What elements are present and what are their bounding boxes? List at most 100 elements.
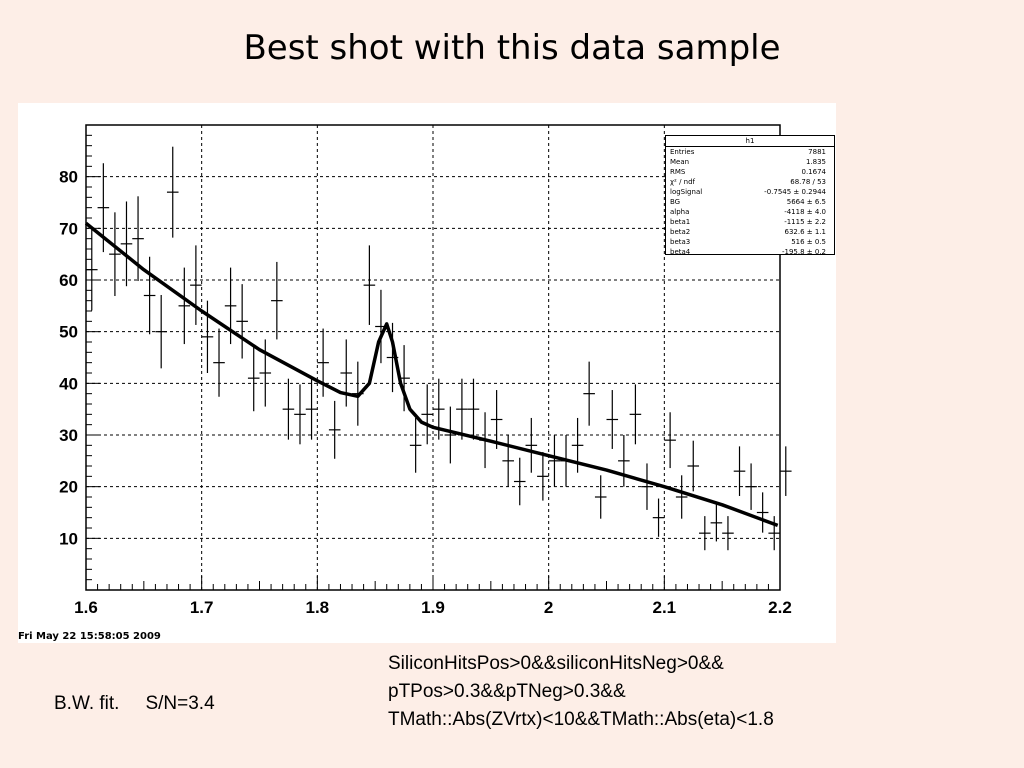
stats-row: logSignal -0.7545 ± 0.2944 bbox=[666, 187, 834, 197]
stats-row: alpha -4118 ± 4.0 bbox=[666, 207, 834, 217]
stats-rows: Entries 7881 Mean 1.835 RMS 0.1674 χ² / ndf 68.… bbox=[666, 147, 834, 257]
x-tick-label: 1.8 bbox=[306, 598, 330, 617]
data-point bbox=[722, 516, 734, 551]
slide-title: Best shot with this data sample bbox=[243, 28, 781, 68]
data-point bbox=[710, 504, 723, 542]
data-point bbox=[756, 492, 769, 533]
data-point bbox=[606, 390, 619, 449]
data-point bbox=[305, 378, 318, 440]
selection-cuts: SiliconHitsPos>0&&siliconHitsNeg>0&& pTP… bbox=[388, 650, 774, 734]
fit-info: B.W. fit. S/N=3.4 bbox=[54, 693, 241, 715]
y-tick-label: 30 bbox=[59, 426, 78, 445]
y-tick-label: 50 bbox=[59, 323, 78, 342]
data-point bbox=[247, 345, 260, 412]
data-point bbox=[120, 201, 133, 287]
data-point bbox=[513, 457, 526, 506]
data-point bbox=[190, 245, 202, 325]
stats-label: BG bbox=[670, 198, 681, 206]
data-point bbox=[490, 390, 503, 449]
stats-row: χ² / ndf 68.78 / 53 bbox=[666, 177, 834, 187]
cut-line-1: SiliconHitsPos>0&&siliconHitsNeg>0&& bbox=[388, 653, 724, 674]
stats-label: beta1 bbox=[670, 218, 691, 226]
data-point bbox=[699, 516, 711, 551]
data-point bbox=[409, 417, 422, 473]
axis-ticks bbox=[85, 134, 781, 590]
stats-label: Entries bbox=[670, 148, 695, 156]
cut-line-2: pTPos>0.3&&pTNeg>0.3&& bbox=[388, 681, 626, 702]
stats-row: beta1 -1115 ± 2.2 bbox=[666, 217, 834, 227]
data-point bbox=[294, 384, 306, 445]
stats-value: 68.78 / 53 bbox=[790, 178, 826, 186]
data-point bbox=[641, 463, 653, 510]
fit-curve bbox=[84, 221, 779, 528]
x-tick-label: 2.1 bbox=[653, 598, 677, 617]
data-point bbox=[282, 378, 295, 440]
y-tick-label: 10 bbox=[59, 529, 78, 548]
stats-label: alpha bbox=[670, 208, 690, 216]
stats-value: 7881 bbox=[808, 148, 826, 156]
data-point bbox=[594, 475, 607, 519]
y-tick-label: 40 bbox=[59, 374, 78, 393]
stats-label: χ² / ndf bbox=[670, 178, 696, 186]
data-point bbox=[548, 435, 561, 487]
x-tick-label: 1.6 bbox=[74, 598, 98, 617]
stats-row: RMS 0.1674 bbox=[666, 167, 834, 177]
data-point bbox=[178, 267, 191, 345]
data-point bbox=[502, 435, 514, 487]
data-point bbox=[86, 228, 98, 311]
stats-label: beta4 bbox=[670, 248, 691, 256]
stats-label: Mean bbox=[670, 158, 690, 166]
stats-label: RMS bbox=[670, 168, 686, 176]
data-point bbox=[363, 245, 376, 325]
stats-value: -0.7545 ± 0.2944 bbox=[764, 188, 826, 196]
stats-value: 5664 ± 6.5 bbox=[786, 198, 826, 206]
data-point bbox=[109, 212, 121, 297]
data-point bbox=[328, 400, 341, 459]
stats-row: beta2 632.6 ± 1.1 bbox=[666, 227, 834, 237]
data-point bbox=[201, 300, 214, 373]
stats-label: logSignal bbox=[670, 188, 703, 196]
stats-row: beta3 516 ± 0.5 bbox=[666, 237, 834, 247]
stats-value: 1.835 bbox=[805, 158, 826, 166]
stats-label: beta2 bbox=[670, 228, 691, 236]
data-point bbox=[467, 378, 480, 440]
stats-value: 0.1674 bbox=[801, 168, 827, 176]
data-point bbox=[525, 417, 538, 473]
data-point bbox=[213, 328, 225, 397]
data-point bbox=[155, 294, 167, 369]
y-tick-label: 70 bbox=[59, 219, 78, 238]
stats-row: Mean 1.835 bbox=[666, 157, 834, 167]
data-point bbox=[143, 256, 156, 335]
data-point bbox=[768, 516, 780, 551]
x-tick-label: 2.2 bbox=[768, 598, 792, 617]
stats-row: beta4 -195.8 ± 0.2 bbox=[666, 247, 834, 257]
histogram-chart: 1.6 1.7 1.8 1.9 2 2.1 2.2 10 20 30 40 50 60 70 80 bbox=[59, 124, 792, 617]
data-point bbox=[675, 475, 688, 519]
signal-to-noise: S/N=3.4 bbox=[145, 693, 215, 714]
stats-value: -1115 ± 2.2 bbox=[784, 218, 826, 226]
y-tick-label: 80 bbox=[59, 168, 78, 187]
plot-panel: 1.6 1.7 1.8 1.9 2 2.1 2.2 10 20 30 40 50 60 70 80 h1 … bbox=[18, 103, 836, 643]
data-point bbox=[629, 384, 642, 445]
data-point bbox=[583, 361, 595, 426]
y-tick-label: 20 bbox=[59, 478, 78, 497]
data-point bbox=[236, 284, 248, 359]
stats-box: h1 Entries 7881 Mean 1.835 RMS 0.1674 χ² / ndf… bbox=[665, 135, 835, 257]
data-point bbox=[780, 446, 792, 496]
y-tick-label: 60 bbox=[59, 271, 78, 290]
x-tick-label: 1.9 bbox=[421, 598, 445, 617]
data-point bbox=[745, 463, 757, 510]
stats-value: -4118 ± 4.0 bbox=[784, 208, 826, 216]
data-point bbox=[687, 440, 700, 492]
data-point bbox=[259, 339, 272, 407]
stats-label: beta3 bbox=[670, 238, 691, 246]
stats-value: 516 ± 0.5 bbox=[791, 238, 826, 246]
stats-value: -195.8 ± 0.2 bbox=[781, 248, 826, 256]
data-point bbox=[537, 452, 549, 501]
x-tick-label: 2 bbox=[544, 598, 553, 617]
data-point bbox=[652, 498, 665, 537]
x-tick-label: 1.7 bbox=[190, 598, 214, 617]
stats-row: Entries 7881 bbox=[666, 147, 834, 157]
data-point bbox=[733, 446, 746, 496]
plot-timestamp: Fri May 22 15:58:05 2009 bbox=[18, 631, 161, 642]
